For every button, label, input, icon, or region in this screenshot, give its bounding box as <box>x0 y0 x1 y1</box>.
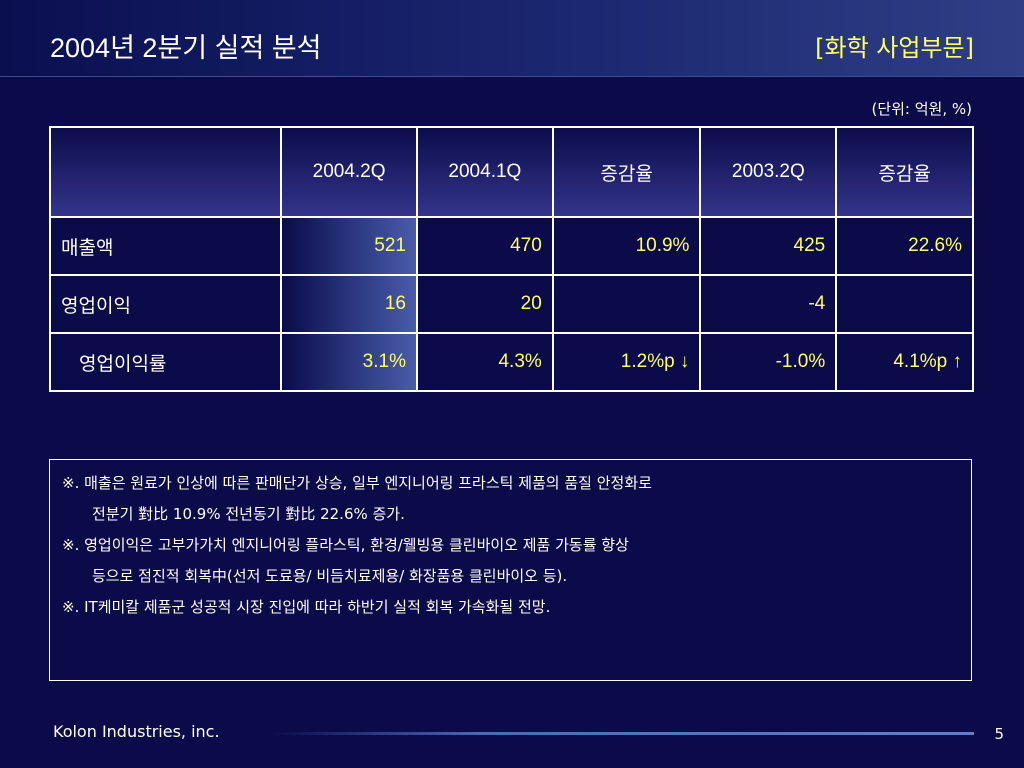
table-cell: 521 <box>280 216 418 276</box>
column-header-change-yoy: 증감율 <box>835 126 974 218</box>
page-number: 5 <box>994 725 1004 743</box>
table-row-operating-margin: 영업이익률 3.1% 4.3% 1.2%p ↓ -1.0% 4.1%p ↑ <box>48 332 974 392</box>
row-label-revenue: 매출액 <box>48 216 283 276</box>
note-line: ※. IT케미칼 제품군 성공적 시장 진입에 따라 하반기 실적 회복 가속화… <box>62 598 551 616</box>
table-cell: -4 <box>699 274 838 334</box>
table-header-row: 2004.2Q 2004.1Q 증감율 2003.2Q 증감율 <box>48 126 974 218</box>
column-header-2004-1q: 2004.1Q <box>415 126 554 218</box>
table-cell <box>835 274 974 334</box>
row-label-operating-margin: 영업이익률 <box>48 332 283 392</box>
footer-divider <box>274 732 974 735</box>
table-cell: -1.0% <box>699 332 838 392</box>
table-cell: 425 <box>699 216 838 276</box>
notes-box: ※. 매출은 원료가 인상에 따른 판매단가 상승, 일부 엔지니어링 프라스틱… <box>49 459 972 681</box>
table-cell: 22.6% <box>835 216 974 276</box>
table-row-revenue: 매출액 521 470 10.9% 425 22.6% <box>48 216 974 276</box>
table-cell: 470 <box>415 216 554 276</box>
slide-title: 2004년 2분기 실적 분석 <box>50 33 322 63</box>
row-label-operating-profit: 영업이익 <box>48 274 283 334</box>
table-cell: 10.9% <box>551 216 702 276</box>
table-cell: 4.3% <box>415 332 554 392</box>
company-name: Kolon Industries, inc. <box>53 722 220 741</box>
note-line: ※. 매출은 원료가 인상에 따른 판매단가 상승, 일부 엔지니어링 프라스틱… <box>62 474 652 492</box>
note-line: ※. 영업이익은 고부가가치 엔지니어링 플라스틱, 환경/웰빙용 클린바이오 … <box>62 536 629 554</box>
column-header-change-qoq: 증감율 <box>551 126 702 218</box>
column-header-2003-2q: 2003.2Q <box>699 126 838 218</box>
table-cell: 16 <box>280 274 418 334</box>
division-label: [화학 사업부문] <box>815 34 974 62</box>
table-cell <box>551 274 702 334</box>
results-table: 2004.2Q 2004.1Q 증감율 2003.2Q 증감율 매출액 521 … <box>48 126 974 392</box>
unit-label: (단위: 억원, %) <box>871 100 972 118</box>
slide-header: 2004년 2분기 실적 분석 [화학 사업부문] <box>0 0 1024 77</box>
column-header-blank <box>48 126 283 218</box>
table-row-operating-profit: 영업이익 16 20 -4 <box>48 274 974 334</box>
table-cell: 4.1%p ↑ <box>835 332 974 392</box>
table-cell: 20 <box>415 274 554 334</box>
table-cell: 3.1% <box>280 332 418 392</box>
table-cell: 1.2%p ↓ <box>551 332 702 392</box>
note-line: 전분기 對比 10.9% 전년동기 對比 22.6% 증가. <box>92 505 405 523</box>
column-header-2004-2q: 2004.2Q <box>280 126 418 218</box>
note-line: 등으로 점진적 회복中(선저 도료용/ 비듬치료제용/ 화장품용 클린바이오 등… <box>92 567 568 585</box>
